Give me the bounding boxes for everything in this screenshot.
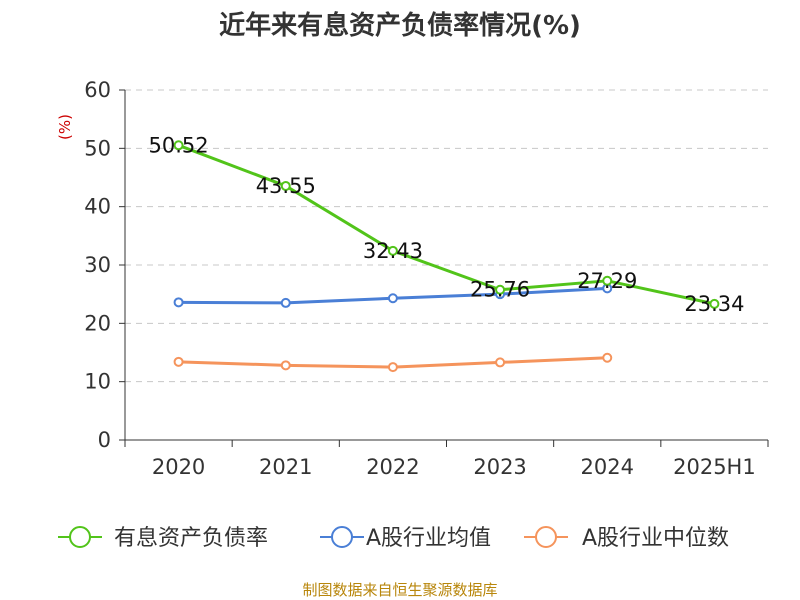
data-point-s1-2022 <box>387 293 398 304</box>
data-point-s2-2022 <box>387 362 398 373</box>
legend-label-1: A股行业均值 <box>366 526 491 551</box>
axes: 0 10 20 30 40 50 60 2020 2021 2022 2023 2024 2025H1 <box>84 78 769 479</box>
legend-marker-2 <box>535 526 557 548</box>
data-point-s0-2023 <box>495 284 506 295</box>
data-label-2025H1: 23.34 <box>684 292 744 316</box>
data-labels: 50.52 43.55 32.43 25.76 27.29 23.34 <box>149 133 745 316</box>
y-tick-label-40: 40 <box>84 195 111 219</box>
data-point-s2-2023 <box>495 357 506 368</box>
data-point-s0-2025H1 <box>709 298 720 309</box>
source-note: 制图数据来自恒生聚源数据库 <box>302 581 497 599</box>
legend: 有息资产负债率 A股行业均值 A股行业中位数 <box>58 526 729 551</box>
x-tick-label-2020: 2020 <box>152 455 205 479</box>
data-point-s0-2022 <box>387 245 398 256</box>
grid-lines <box>125 89 768 383</box>
y-tick-label-0: 0 <box>98 428 111 452</box>
legend-label-2: A股行业中位数 <box>582 526 729 551</box>
y-axis-unit: (%) <box>56 114 74 140</box>
data-label-2021: 43.55 <box>256 174 316 198</box>
data-label-2024: 27.29 <box>577 269 637 293</box>
y-tick-label-50: 50 <box>84 136 111 160</box>
chart-title: 近年来有息资产负债率情况(%) <box>219 10 581 41</box>
y-tick-label-60: 60 <box>84 78 111 102</box>
legend-label-0: 有息资产负债率 <box>114 526 268 551</box>
x-tick-label-2023: 2023 <box>473 455 526 479</box>
x-tick-label-2021: 2021 <box>259 455 312 479</box>
data-point-s1-2020 <box>173 297 184 308</box>
legend-marker-1 <box>331 526 353 548</box>
series-line-0 <box>178 143 715 306</box>
y-tick-label-20: 20 <box>84 311 111 335</box>
data-point-s1-2021 <box>280 297 291 308</box>
data-point-s2-2020 <box>173 356 184 367</box>
data-point-s0-2021 <box>280 180 291 191</box>
data-point-s0-2020 <box>173 140 184 151</box>
data-point-s2-2021 <box>280 360 291 371</box>
data-point-s2-2024 <box>602 352 613 363</box>
data-label-2020: 50.52 <box>149 133 209 157</box>
x-tick-label-2024: 2024 <box>581 455 634 479</box>
data-label-2023: 25.76 <box>470 278 530 302</box>
y-tick-label-30: 30 <box>84 253 111 277</box>
x-tick-label-2022: 2022 <box>366 455 419 479</box>
x-tick-label-2025H1: 2025H1 <box>673 455 756 479</box>
series-lines <box>173 140 720 373</box>
data-label-2022: 32.43 <box>363 239 423 263</box>
y-tick-label-10: 10 <box>84 370 111 394</box>
data-point-s0-2024 <box>602 275 613 286</box>
legend-marker-0 <box>69 526 91 548</box>
